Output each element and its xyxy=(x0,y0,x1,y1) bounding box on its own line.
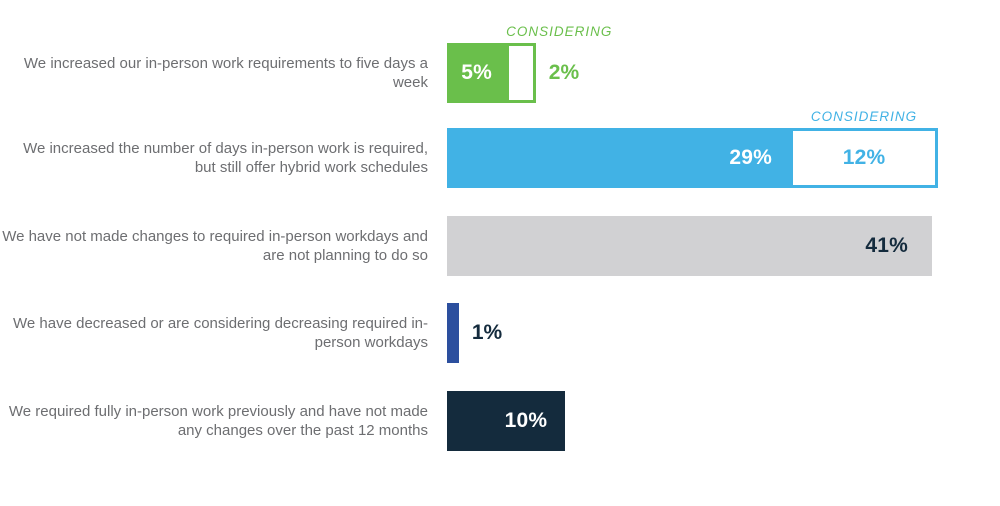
value-label: 5% xyxy=(461,61,492,84)
bar-current xyxy=(447,303,459,363)
chart-row: We required fully in-person work previou… xyxy=(0,391,1000,451)
value-label: 41% xyxy=(865,234,909,257)
category-label: We required fully in-person work previou… xyxy=(8,403,428,439)
bar-considering: 12% xyxy=(790,128,939,188)
considering-value-label: 2% xyxy=(548,61,580,84)
bar-current: 41% xyxy=(447,216,933,276)
chart-row: We increased the number of days in-perso… xyxy=(0,109,1000,188)
value-label: 1% xyxy=(471,321,503,344)
bar-group: CONSIDERING 5% 2% xyxy=(447,24,611,103)
considering-value-label: 12% xyxy=(842,146,886,169)
considering-tag: CONSIDERING xyxy=(810,109,918,124)
value-label: 29% xyxy=(729,146,773,169)
category-label: We increased the number of days in-perso… xyxy=(23,140,428,176)
category-label: We have decreased or are considering dec… xyxy=(13,315,428,351)
bar-group: 1% xyxy=(447,303,502,363)
category-label: We have not made changes to required in-… xyxy=(2,228,428,264)
considering-tag: CONSIDERING xyxy=(506,24,613,39)
bar-current: 10% xyxy=(447,391,566,451)
bar-current: 29% xyxy=(447,128,791,188)
chart-row: We increased our in-person work requirem… xyxy=(0,24,1000,103)
bar-group: 10% xyxy=(447,391,566,451)
category-label: We increased our in-person work requirem… xyxy=(23,55,428,91)
bar-current: 5% xyxy=(447,43,507,103)
bar-group: 41% xyxy=(447,216,933,276)
bar-group: CONSIDERING 29% 12% xyxy=(447,109,939,188)
value-label: 10% xyxy=(504,409,548,432)
chart-row: We have decreased or are considering dec… xyxy=(0,303,1000,363)
chart-row: We have not made changes to required in-… xyxy=(0,216,1000,276)
bar-considering xyxy=(506,43,536,103)
